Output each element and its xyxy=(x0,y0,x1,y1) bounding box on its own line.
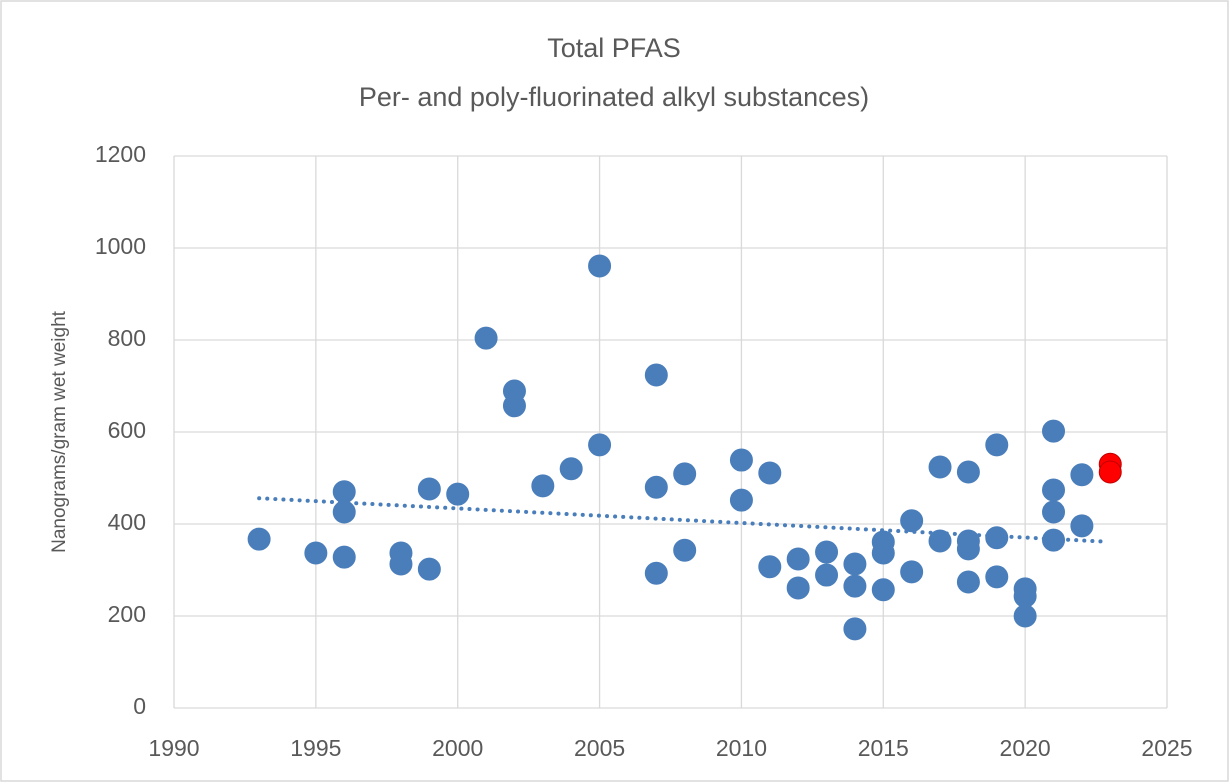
data-point xyxy=(588,433,612,457)
data-point xyxy=(843,574,867,598)
data-point xyxy=(1070,463,1094,487)
data-point xyxy=(644,363,668,387)
y-tick-label: 800 xyxy=(108,325,146,351)
data-point xyxy=(900,560,924,584)
data-point xyxy=(332,480,356,504)
data-point xyxy=(815,563,839,587)
data-point xyxy=(389,552,413,576)
data-point xyxy=(843,552,867,576)
data-point xyxy=(729,448,753,472)
data-point xyxy=(871,578,895,602)
data-point xyxy=(474,326,498,350)
data-point xyxy=(815,540,839,564)
x-tick-label: 1995 xyxy=(290,735,341,761)
data-point xyxy=(1042,528,1066,552)
data-point xyxy=(531,474,555,498)
data-point xyxy=(786,576,810,600)
x-tick-label: 2005 xyxy=(574,735,625,761)
data-point xyxy=(985,433,1009,457)
x-tick-label: 2015 xyxy=(858,735,909,761)
data-point xyxy=(928,529,952,553)
x-tick-label: 1990 xyxy=(148,735,199,761)
y-tick-label: 200 xyxy=(108,601,146,627)
data-point xyxy=(247,527,271,551)
data-point xyxy=(1098,460,1122,484)
chart-subtitle: Per- and poly-fluorinated alkyl substanc… xyxy=(359,82,869,112)
data-point xyxy=(332,545,356,569)
data-point xyxy=(729,488,753,512)
data-point xyxy=(559,457,583,481)
y-tick-label: 400 xyxy=(108,509,146,535)
data-point xyxy=(304,541,328,565)
data-point xyxy=(843,617,867,641)
data-point xyxy=(1013,584,1037,608)
data-point xyxy=(644,561,668,585)
y-tick-label: 1200 xyxy=(95,141,146,167)
data-point xyxy=(417,477,441,501)
y-tick-label: 0 xyxy=(133,693,146,719)
data-point xyxy=(1013,604,1037,628)
x-tick-label: 2020 xyxy=(1000,735,1051,761)
data-point xyxy=(446,482,470,506)
data-point xyxy=(1042,419,1066,443)
data-point xyxy=(673,462,697,486)
data-point xyxy=(956,460,980,484)
data-point xyxy=(928,455,952,479)
y-axis-label: Nanograms/gram wet weight xyxy=(49,310,70,553)
data-point xyxy=(588,254,612,278)
data-point xyxy=(956,537,980,561)
data-point xyxy=(786,547,810,571)
data-point xyxy=(1042,478,1066,502)
data-point xyxy=(985,526,1009,550)
data-point xyxy=(644,475,668,499)
data-point xyxy=(332,500,356,524)
chart-title: Total PFAS xyxy=(547,33,681,63)
x-tick-label: 2000 xyxy=(432,735,483,761)
data-point xyxy=(871,541,895,565)
data-point xyxy=(673,538,697,562)
x-tick-label: 2025 xyxy=(1141,735,1192,761)
y-tick-label: 600 xyxy=(108,417,146,443)
x-tick-label: 2010 xyxy=(716,735,767,761)
data-point xyxy=(502,394,526,418)
data-point xyxy=(956,570,980,594)
data-point xyxy=(417,557,441,581)
data-point xyxy=(1070,514,1094,538)
data-point xyxy=(1042,500,1066,524)
y-tick-label: 1000 xyxy=(95,233,146,259)
data-point xyxy=(758,461,782,485)
data-point xyxy=(900,509,924,533)
data-point xyxy=(985,565,1009,589)
data-point xyxy=(758,555,782,579)
